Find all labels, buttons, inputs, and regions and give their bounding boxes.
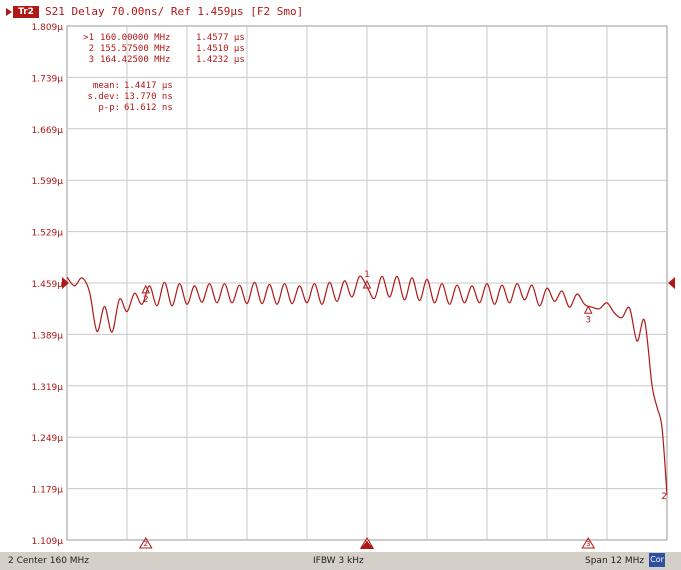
center-frequency-icon <box>360 541 374 549</box>
marker-triangle <box>362 279 372 289</box>
marker-position-triangle <box>581 537 596 549</box>
marker-triangle <box>141 284 151 294</box>
cor-button[interactable]: Cor <box>649 553 665 567</box>
stat-label: mean: <box>93 81 120 91</box>
stat-label: p-p: <box>98 103 120 113</box>
marker-id: >1 <box>83 33 94 43</box>
trace-line <box>66 275 668 496</box>
y-tick-label: 1.739µ <box>32 74 64 84</box>
y-tick-label: 1.109µ <box>32 537 64 547</box>
y-tick-label: 1.809µ <box>32 23 64 33</box>
marker-position-label: 3 <box>586 540 590 548</box>
channel-header: Tr2 S21 Delay 70.00ns/ Ref 1.459µs [F2 S… <box>0 0 681 20</box>
grid <box>66 25 668 541</box>
ifbw[interactable]: IFBW 3 kHz <box>313 556 364 566</box>
trace-title[interactable]: S21 Delay 70.00ns/ Ref 1.459µs [F2 Smo] <box>45 5 304 18</box>
marker-label: 2 <box>143 295 149 305</box>
stat-value: 61.612 ns <box>124 103 173 113</box>
active-channel-arrow-icon <box>6 8 12 16</box>
center-frequency[interactable]: 2 Center 160 MHz <box>8 556 90 566</box>
reference-left-icon <box>62 277 69 289</box>
marker-triangle <box>583 305 593 314</box>
status-bar: 2 Center 160 MHz IFBW 3 kHz Span 12 MHz <box>0 552 681 570</box>
y-tick-label: 1.249µ <box>32 434 64 444</box>
y-axis-ticks: 1.809µ 1.739µ 1.669µ 1.599µ 1.529µ 1.459µ 1.38… <box>32 23 64 547</box>
reference-right-icon <box>668 277 675 289</box>
stat-value: 1.4417 µs <box>124 81 173 91</box>
y-tick-label: 1.459µ <box>32 280 64 290</box>
marker-label: 1 <box>364 270 370 280</box>
reference-indicators <box>62 277 675 549</box>
marker-value: 1.4510 µs <box>196 44 245 54</box>
trace-badge[interactable]: Tr2 <box>13 6 39 18</box>
marker-position-triangle <box>138 537 153 549</box>
y-tick-label: 1.179µ <box>32 486 64 496</box>
y-tick-label: 1.669µ <box>32 126 64 136</box>
marker-table: >1 160.00000 MHz 1.4577 µs 2 155.57500 MHz 1.… <box>83 33 245 113</box>
marker-position-label: 2 <box>144 540 148 548</box>
marker-id: 2 <box>89 44 94 54</box>
y-tick-label: 1.319µ <box>32 383 64 393</box>
y-tick-label: 1.389µ <box>32 331 64 341</box>
stat-value: 13.770 ns <box>124 92 173 102</box>
trace-end-label: 2 <box>661 492 667 502</box>
marker-label: 3 <box>585 315 591 325</box>
marker-id: 3 <box>89 55 94 65</box>
marker-value: 1.4577 µs <box>196 33 245 43</box>
marker-frequency: 164.42500 MHz <box>100 55 170 65</box>
stat-label: s.dev: <box>87 92 120 102</box>
marker-frequency: 155.57500 MHz <box>100 44 170 54</box>
span[interactable]: Span 12 MHz <box>585 556 645 566</box>
marker-value: 1.4232 µs <box>196 55 245 65</box>
marker-frequency: 160.00000 MHz <box>100 33 170 43</box>
y-tick-label: 1.529µ <box>32 229 64 239</box>
y-tick-label: 1.599µ <box>32 177 64 187</box>
